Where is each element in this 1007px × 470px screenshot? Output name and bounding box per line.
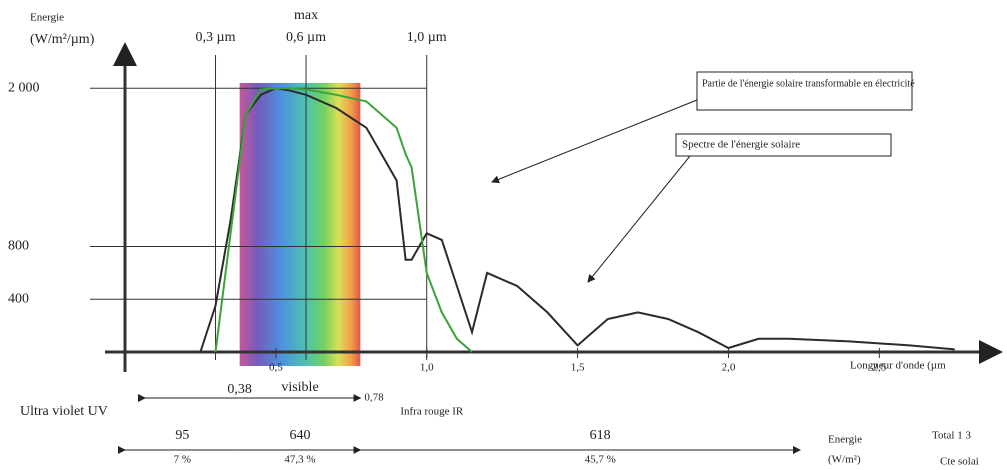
x-tick-label: 1,5	[571, 362, 585, 374]
visible-band	[240, 83, 361, 366]
range-label: visible	[281, 380, 318, 395]
y-tick-label: 400	[8, 291, 29, 306]
chart: Partie de l'énergie solaire transformabl…	[0, 0, 1007, 470]
legend-arrow	[588, 156, 690, 282]
legend-arrow	[492, 100, 697, 182]
region-share: 7 %	[174, 454, 191, 466]
region-energy: 618	[590, 428, 611, 443]
region-name: Infra rouge IR	[400, 406, 464, 418]
marker-note: max	[294, 8, 318, 23]
y-tick-label: 800	[8, 239, 29, 254]
region-share: 47,3 %	[284, 454, 315, 466]
energy-label: (W/m²)	[828, 454, 861, 466]
marker-label: 0,3 µm	[196, 30, 236, 45]
legend-label: Spectre de l'énergie solaire	[682, 139, 800, 151]
marker-label: 0,6 µm	[286, 30, 326, 45]
x-tick-label: 1,0	[420, 362, 434, 374]
y-axis-title: Energie	[30, 12, 64, 24]
range-label: 0,78	[364, 392, 384, 404]
legend: Partie de l'énergie solaire transformabl…	[492, 72, 915, 282]
total-label: Total 1 3	[932, 430, 971, 442]
y-axis-title: (W/m²/µm)	[30, 32, 95, 47]
y-tick-label: 2 000	[8, 80, 40, 95]
range-label: 0,38	[227, 382, 252, 397]
total-label: Cte solai	[940, 456, 979, 468]
legend-label: Partie de l'énergie solaire transformabl…	[702, 78, 915, 89]
region-energy: 95	[175, 428, 189, 443]
x-tick-label: 0,5	[269, 362, 283, 374]
region-share: 45,7 %	[585, 454, 616, 466]
x-tick-label: 2,5	[872, 362, 886, 374]
energy-label: Energie	[828, 434, 862, 446]
marker-label: 1,0 µm	[407, 30, 447, 45]
region-name: Ultra violet UV	[20, 404, 108, 419]
x-tick-label: 2,0	[722, 362, 736, 374]
x-axis-title: Longueur d'onde (µm	[850, 360, 946, 372]
region-energy: 640	[290, 428, 311, 443]
